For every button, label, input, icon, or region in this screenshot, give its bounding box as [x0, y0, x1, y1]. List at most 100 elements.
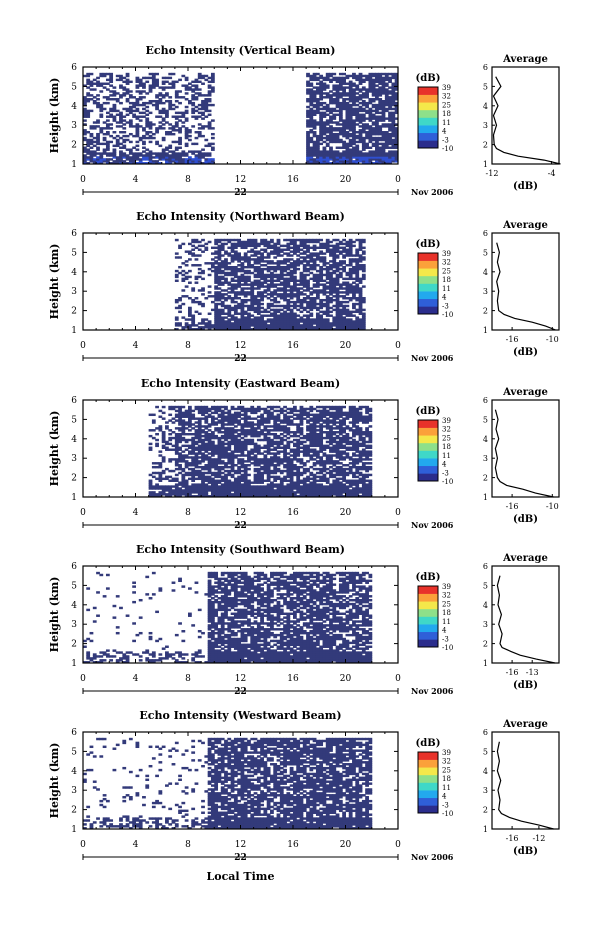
echo-cell — [276, 283, 281, 286]
echo-cell — [338, 129, 343, 132]
echo-cell — [151, 74, 156, 78]
echo-cell — [181, 479, 186, 482]
echo-cell — [181, 111, 186, 115]
echo-cell — [332, 150, 337, 153]
y-axis-label: Height (km) — [48, 78, 61, 154]
echo-cell — [319, 94, 324, 97]
echo-cell — [348, 119, 353, 122]
echo-cell — [355, 324, 360, 327]
echo-cell — [161, 94, 166, 97]
echo-cell — [263, 465, 268, 469]
echo-cell — [332, 238, 337, 242]
echo-cell — [240, 483, 245, 486]
echo-cell — [368, 119, 373, 122]
echo-cell — [345, 324, 350, 327]
echo-cell — [319, 258, 324, 261]
echo-cell — [260, 238, 264, 242]
echo-cell — [184, 131, 189, 134]
echo-cell — [240, 262, 245, 265]
echo-cell — [105, 158, 110, 161]
echo-cell — [299, 302, 304, 306]
echo-cell — [227, 246, 232, 250]
echo-cell — [381, 138, 386, 142]
echo-cell — [338, 76, 343, 80]
echo-cell — [247, 431, 251, 434]
echo-cell — [378, 82, 383, 85]
echo-cell — [125, 158, 130, 161]
echo-cell — [214, 275, 219, 279]
echo-cell — [355, 92, 360, 95]
echo-cell — [256, 312, 261, 315]
echo-cell — [171, 448, 176, 451]
echo-cell — [256, 300, 261, 304]
echo-cell — [158, 427, 163, 430]
echo-cell — [112, 115, 117, 118]
echo-cell — [171, 154, 176, 157]
echo-cell — [319, 306, 324, 310]
echo-cell — [266, 440, 271, 444]
echo-cell — [338, 264, 343, 267]
echo-cell — [312, 125, 317, 128]
echo-cell — [122, 127, 127, 130]
echo-cell — [191, 96, 196, 99]
echo-cell — [168, 82, 173, 85]
echo-cell — [378, 132, 383, 136]
echo-cell — [302, 267, 307, 271]
echo-cell — [355, 158, 360, 161]
echo-cell — [293, 328, 297, 331]
echo-cell — [119, 74, 123, 78]
echo-cell — [263, 324, 268, 327]
echo-cell — [293, 250, 297, 253]
echo-cell — [378, 119, 383, 122]
echo-cell — [204, 454, 209, 457]
echo-cell — [296, 267, 301, 271]
echo-cell — [178, 436, 182, 440]
echo-cell — [263, 273, 268, 277]
echo-cell — [266, 283, 271, 286]
echo-cell — [253, 464, 258, 467]
echo-cell — [178, 409, 182, 413]
echo-cell — [352, 304, 356, 308]
echo-cell — [375, 72, 379, 76]
echo-cell — [142, 156, 146, 159]
echo-cell — [217, 252, 222, 255]
echo-cell — [165, 477, 169, 481]
echo-cell — [204, 446, 209, 449]
echo-cell — [224, 277, 228, 281]
echo-cell — [237, 458, 241, 461]
echo-cell — [345, 312, 350, 315]
average-x-tick-label: -4 — [548, 169, 556, 178]
echo-cell — [322, 123, 327, 126]
echo-cell — [197, 150, 202, 153]
echo-cell — [342, 238, 346, 242]
echo-cell — [296, 260, 301, 263]
echo-cell — [230, 238, 235, 242]
echo-cell — [220, 423, 225, 426]
echo-cell — [128, 121, 133, 124]
echo-cell — [247, 291, 251, 294]
echo-cell — [273, 312, 278, 315]
echo-cell — [329, 322, 333, 325]
echo-cell — [266, 320, 271, 323]
echo-cell — [276, 264, 281, 267]
echo-cell — [384, 158, 389, 161]
echo-cell — [247, 432, 251, 436]
echo-cell — [247, 306, 251, 310]
echo-cell — [332, 129, 337, 132]
echo-cell — [174, 152, 179, 155]
echo-cell — [197, 123, 202, 126]
echo-cell — [273, 248, 278, 251]
echo-cell — [99, 109, 104, 113]
echo-cell — [233, 438, 238, 442]
echo-cell — [243, 471, 248, 475]
echo-cell — [243, 417, 248, 420]
echo-cell — [184, 324, 189, 327]
echo-cell — [210, 487, 215, 490]
echo-cell — [151, 82, 156, 85]
echo-cell — [315, 134, 320, 138]
echo-cell — [201, 101, 205, 105]
echo-cell — [89, 140, 94, 144]
echo-cell — [224, 431, 228, 434]
echo-cell — [99, 74, 104, 78]
echo-cell — [158, 125, 163, 128]
